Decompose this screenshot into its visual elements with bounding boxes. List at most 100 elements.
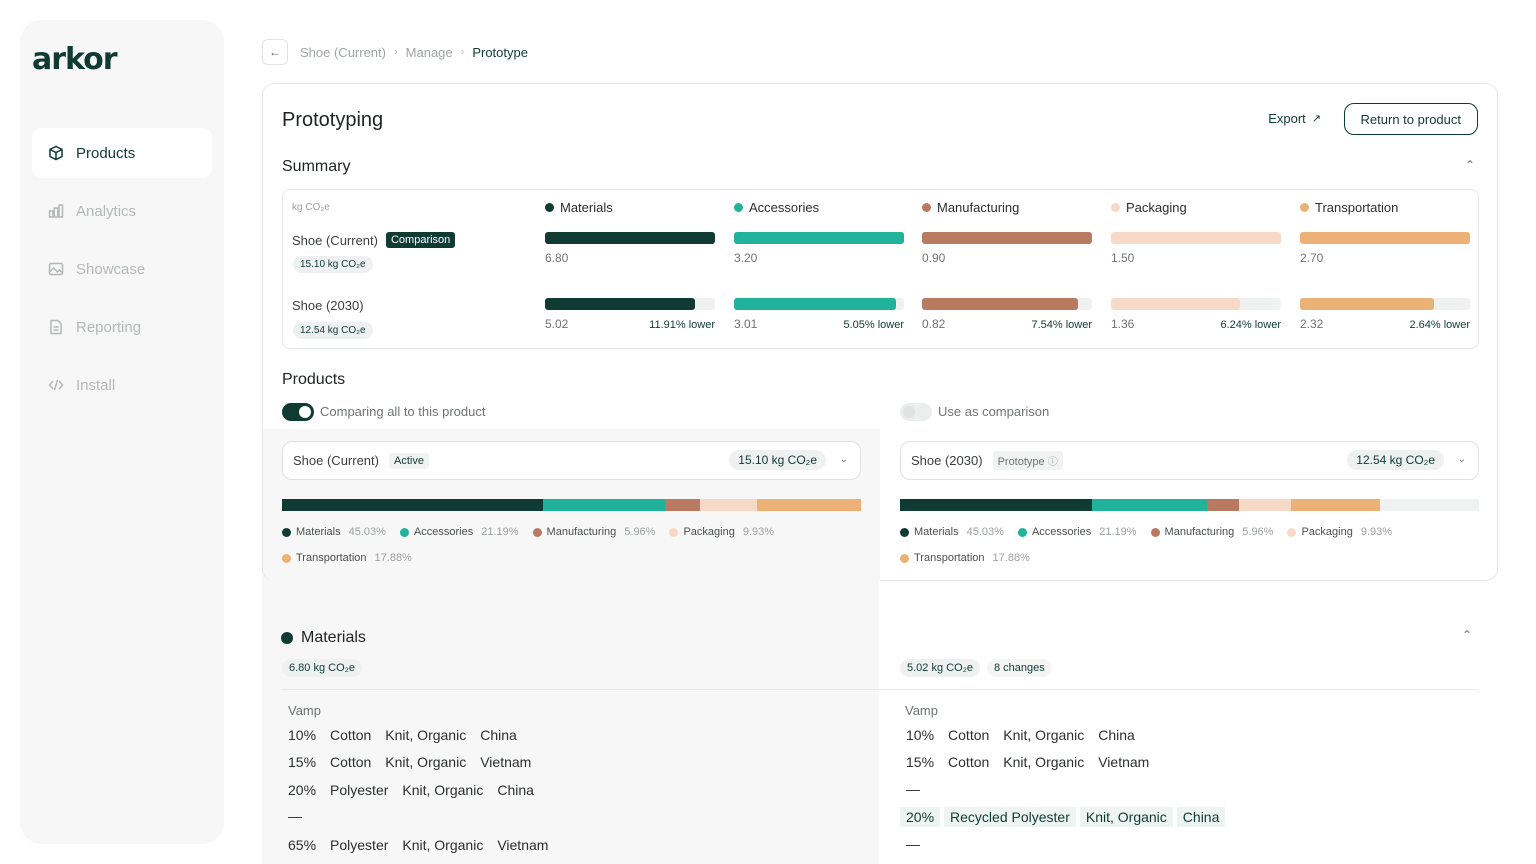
stack-segment xyxy=(542,499,666,511)
summary-value: 5.02 xyxy=(545,317,569,331)
materials-title-text: Materials xyxy=(301,629,366,646)
summary-bar-fill xyxy=(734,298,896,310)
legend-item: Materials 45.03% xyxy=(900,526,1004,538)
breadcrumb-item[interactable]: Manage xyxy=(405,44,453,60)
material-share: 10% xyxy=(906,727,935,743)
material-row[interactable]: 10% Cotton Knit, Organic China xyxy=(906,724,1149,746)
sidebar-item-analytics[interactable]: Analytics xyxy=(32,186,212,236)
legend-item: Materials 45.03% xyxy=(282,526,386,538)
emissions-breakdown-bar-right xyxy=(900,499,1479,511)
material-share: 10% xyxy=(288,727,317,743)
summary-bar xyxy=(1300,298,1470,310)
return-to-product-button[interactable]: Return to product xyxy=(1343,103,1478,135)
material-process: Knit, Organic xyxy=(1003,727,1085,743)
material-row[interactable]: 15% Cotton Knit, Organic Vietnam xyxy=(288,751,545,773)
legend-item: Transportation 17.88% xyxy=(900,552,1030,564)
legend-label: Manufacturing xyxy=(1164,526,1235,538)
chevron-up-icon[interactable]: ⌃ xyxy=(1462,628,1473,642)
legend-right: Materials 45.03% Accessories 21.19% Manufact… xyxy=(900,526,1460,564)
summary-bar xyxy=(922,232,1092,244)
summary-value: 2.32 xyxy=(1300,317,1324,331)
empty-material-row: — xyxy=(906,836,920,852)
category-name: Accessories xyxy=(749,200,820,215)
reduction-label: 7.54% lower xyxy=(1031,319,1092,331)
sidebar-item-showcase[interactable]: Showcase xyxy=(32,244,212,294)
compare-all-toggle[interactable] xyxy=(282,403,314,421)
legend-dot xyxy=(1017,527,1027,537)
category-dot xyxy=(545,203,554,212)
reduction-label: 11.91% lower xyxy=(649,319,715,331)
legend-percent: 21.19% xyxy=(1099,526,1137,538)
summary-value: 0.82 xyxy=(922,317,946,331)
emissions-pill: 15.10 kg CO₂e xyxy=(729,450,826,470)
legend-percent: 17.88% xyxy=(374,552,412,564)
sidebar-item-products[interactable]: Products xyxy=(32,128,212,178)
sidebar-item-label: Reporting xyxy=(76,318,142,336)
material-row[interactable]: 20% Polyester Knit, Organic China xyxy=(288,779,548,801)
stack-segment xyxy=(282,499,543,511)
sidebar-item-label: Showcase xyxy=(76,260,146,278)
sidebar-item-reporting[interactable]: Reporting xyxy=(32,302,212,352)
legend-item: Accessories 21.19% xyxy=(1017,526,1137,538)
legend-left: Materials 45.03% Accessories 21.19% Manufact… xyxy=(282,526,842,564)
image-icon xyxy=(48,261,64,277)
summary-row-name: Shoe (2030) xyxy=(292,298,364,313)
legend-dot xyxy=(532,527,542,537)
product-name: Shoe (Current) xyxy=(292,232,378,248)
summary-value: 3.20 xyxy=(734,251,758,265)
breadcrumb-current: Prototype xyxy=(472,44,528,60)
use-as-comparison-toggle[interactable] xyxy=(900,403,932,421)
product-select-right[interactable]: Shoe (2030) Prototype ⓘ 12.54 kg CO₂e ⌄ xyxy=(900,441,1479,480)
legend-percent: 17.88% xyxy=(992,552,1030,564)
legend-dot xyxy=(900,527,909,537)
legend-label: Materials xyxy=(296,526,341,538)
component-label: Vamp xyxy=(288,703,321,718)
material-origin: China xyxy=(1176,807,1226,827)
legend-percent: 9.93% xyxy=(742,526,775,538)
material-name: Polyester xyxy=(330,782,389,798)
summary-bar-fill xyxy=(734,232,904,244)
category-name: Packaging xyxy=(1126,200,1187,215)
use-as-comparison-label: Use as comparison xyxy=(938,404,1050,419)
material-row[interactable]: 15% Cotton Knit, Organic Vietnam xyxy=(906,751,1163,773)
code-icon xyxy=(48,377,64,393)
material-row[interactable]: 20% Recycled Polyester Knit, Organic China xyxy=(900,806,1229,828)
back-button[interactable]: ← xyxy=(262,39,288,65)
sidebar: arkor Products Analytics Showcase Report… xyxy=(20,20,224,844)
category-name: Materials xyxy=(560,200,613,215)
material-process: Knit, Organic xyxy=(1003,754,1085,770)
product-name: Shoe (Current) xyxy=(293,453,379,468)
stack-segment xyxy=(665,499,700,511)
chevron-right-icon: › xyxy=(460,46,465,58)
product-select-left[interactable]: Shoe (Current) Active 15.10 kg CO₂e ⌄ xyxy=(282,441,861,480)
page-title: Prototyping xyxy=(282,109,384,131)
category-header: Transportation xyxy=(1300,200,1398,215)
chevron-up-icon[interactable]: ⌃ xyxy=(1464,158,1475,172)
category-header: Materials xyxy=(545,200,613,215)
product-name: Shoe (2030) xyxy=(292,298,364,313)
summary-value: 2.70 xyxy=(1300,251,1324,265)
sidebar-item-install[interactable]: Install xyxy=(32,360,212,410)
material-share: 20% xyxy=(288,782,317,798)
legend-item: Manufacturing 5.96% xyxy=(1150,526,1273,538)
legend-item: Transportation 17.88% xyxy=(282,552,412,564)
summary-bar xyxy=(734,232,904,244)
material-row[interactable]: 10% Cotton Knit, Organic China xyxy=(288,724,531,746)
sidebar-item-label: Analytics xyxy=(76,202,137,220)
material-row[interactable]: 65% Polyester Knit, Organic Vietnam xyxy=(288,834,562,856)
stack-segment xyxy=(1092,499,1208,511)
legend-percent: 9.93% xyxy=(1360,526,1393,538)
summary-title: Summary xyxy=(282,158,351,175)
summary-bar-fill xyxy=(922,298,1079,310)
summary-value: 6.80 xyxy=(545,251,569,265)
component-label: Vamp xyxy=(905,703,938,718)
changes-count: 8 changes xyxy=(987,659,1052,677)
breadcrumb-item[interactable]: Shoe (Current) xyxy=(300,44,386,60)
summary-bar-fill xyxy=(1300,298,1435,310)
export-button[interactable]: Export ↗ xyxy=(1268,111,1321,126)
material-name: Polyester xyxy=(330,837,389,853)
summary-value: 3.01 xyxy=(734,317,758,331)
stack-segment xyxy=(757,499,861,511)
empty-material-row: — xyxy=(906,781,920,797)
logo: arkor xyxy=(32,42,118,77)
